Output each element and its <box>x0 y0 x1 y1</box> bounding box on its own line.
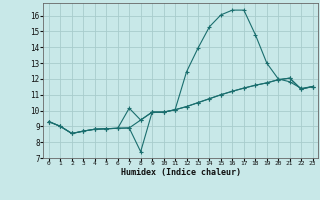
X-axis label: Humidex (Indice chaleur): Humidex (Indice chaleur) <box>121 168 241 177</box>
